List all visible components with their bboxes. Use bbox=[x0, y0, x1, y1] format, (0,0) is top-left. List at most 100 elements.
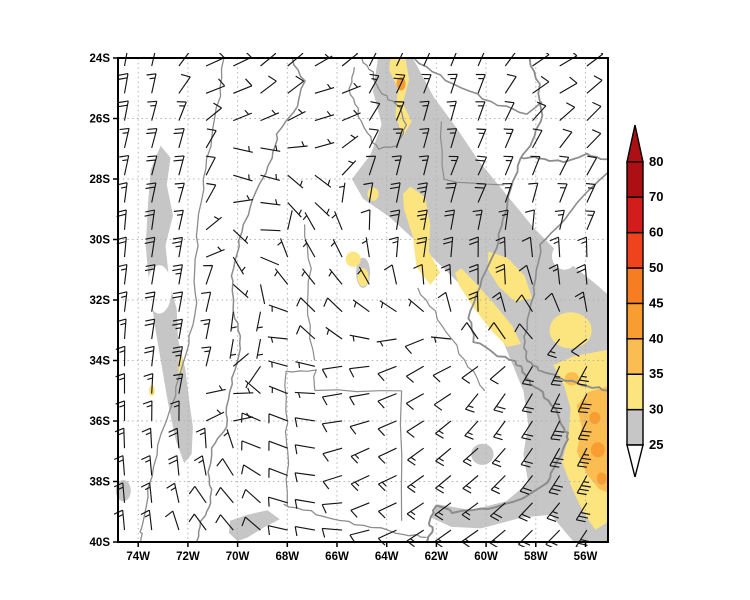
wind-barb bbox=[145, 182, 157, 203]
gust-region-yellow-diag-streak bbox=[455, 268, 521, 347]
wind-barb bbox=[188, 485, 207, 504]
wind-barb bbox=[430, 336, 451, 343]
geo-line-cordoba-santafe-border bbox=[417, 287, 486, 392]
wind-barb bbox=[287, 174, 304, 189]
wind-barb bbox=[114, 427, 126, 449]
wind-barb bbox=[144, 291, 156, 312]
wind-barb bbox=[176, 101, 187, 121]
wind-barb bbox=[493, 420, 506, 441]
wind-barb bbox=[201, 346, 212, 367]
wind-barb bbox=[349, 420, 370, 435]
wind-barb bbox=[432, 365, 452, 383]
wind-barb bbox=[368, 128, 379, 149]
colorbar-tick-label: 60 bbox=[649, 225, 663, 240]
wind-barb bbox=[406, 420, 425, 438]
wind-barb bbox=[520, 447, 533, 468]
wind-barb bbox=[302, 239, 316, 258]
wind-barb bbox=[267, 496, 288, 507]
wind-barb bbox=[260, 229, 281, 232]
wind-barb bbox=[532, 53, 550, 67]
wind-barb bbox=[518, 502, 533, 522]
wind-barb bbox=[205, 102, 222, 122]
wind-barb bbox=[168, 455, 180, 476]
wind-barb bbox=[205, 385, 226, 395]
wind-barb bbox=[437, 291, 452, 312]
geo-line-chile-argentina-border bbox=[195, 57, 306, 543]
wind-barb bbox=[178, 73, 191, 94]
lon-axis-label: 60W bbox=[474, 551, 498, 563]
colorbar-tick-label: 70 bbox=[649, 189, 663, 204]
wind-barb bbox=[118, 100, 129, 121]
wind-barb bbox=[559, 76, 578, 94]
wind-barb bbox=[368, 101, 381, 121]
wind-barb bbox=[487, 322, 506, 340]
wind-barb bbox=[144, 236, 156, 258]
wind-barb bbox=[435, 447, 452, 467]
wind-barb bbox=[550, 393, 563, 414]
wind-barb bbox=[328, 268, 343, 285]
wind-barb bbox=[267, 525, 288, 536]
wind-barb bbox=[515, 294, 533, 313]
wind-barb bbox=[321, 420, 343, 433]
colorbar-segment-50-60 bbox=[626, 231, 644, 269]
wind-barb bbox=[173, 209, 184, 230]
lat-axis-label: 30S bbox=[90, 235, 111, 247]
wind-barb bbox=[233, 109, 253, 122]
wind-barb bbox=[546, 502, 561, 522]
gust-region-band-hole-ne bbox=[552, 242, 577, 270]
wind-barb bbox=[528, 182, 539, 203]
wind-barb bbox=[323, 297, 343, 313]
wind-barb bbox=[287, 53, 304, 67]
wind-barb bbox=[241, 516, 261, 531]
wind-barb bbox=[151, 53, 156, 67]
gust-region-gray-colorado-strip bbox=[228, 510, 280, 542]
wind-barb bbox=[173, 128, 185, 149]
wind-barb bbox=[368, 73, 380, 94]
wind-barb bbox=[435, 420, 452, 439]
wind-barb bbox=[330, 238, 343, 258]
geo-line-salta-east-lobe bbox=[348, 57, 408, 150]
wind-barb bbox=[144, 209, 156, 230]
wind-barb bbox=[468, 291, 479, 312]
wind-barb bbox=[321, 393, 343, 406]
wind-barb bbox=[407, 475, 425, 493]
wind-barb bbox=[232, 229, 249, 245]
lon-axis-label: 66W bbox=[325, 551, 349, 563]
wind-barb bbox=[575, 502, 591, 523]
wind-barb bbox=[383, 264, 398, 285]
wind-barb bbox=[232, 256, 246, 275]
wind-barb bbox=[233, 387, 254, 395]
colorbar-segment-45-50 bbox=[626, 267, 644, 305]
wind-barb bbox=[146, 155, 158, 176]
wind-barb bbox=[268, 360, 288, 368]
wind-barb bbox=[448, 155, 459, 176]
wind-barb bbox=[443, 236, 454, 258]
colorbar-tick-label: 50 bbox=[649, 260, 663, 275]
wind-barb bbox=[260, 199, 281, 206]
colorbar-over-arrow bbox=[626, 124, 644, 163]
wind-barb bbox=[586, 75, 603, 94]
geo-line-atlantic-coast bbox=[425, 368, 569, 543]
colorbar: 25 30 35 40 45 50 60 70 80 bbox=[626, 124, 663, 478]
wind-barb bbox=[477, 53, 485, 67]
wind-barb bbox=[172, 318, 183, 340]
wind-barb bbox=[586, 155, 598, 176]
wind-barb bbox=[434, 502, 452, 521]
wind-barb bbox=[350, 474, 370, 492]
wind-barb bbox=[216, 458, 234, 476]
wind-barb bbox=[521, 420, 534, 441]
wind-barb bbox=[576, 263, 588, 285]
wind-barb bbox=[200, 318, 211, 340]
wind-barb bbox=[586, 129, 602, 149]
wind-barb bbox=[205, 409, 225, 422]
wind-barb bbox=[532, 75, 550, 94]
wind-barb bbox=[268, 440, 288, 451]
wind-barb bbox=[294, 526, 316, 537]
wind-barb bbox=[421, 73, 432, 94]
wind-barb bbox=[475, 73, 486, 94]
wind-barb bbox=[548, 475, 564, 495]
colorbar-segment-35-40 bbox=[626, 338, 644, 375]
wind-barb bbox=[521, 236, 534, 258]
colorbar-tick-label: 35 bbox=[649, 366, 663, 381]
geo-line-plata-north-shore bbox=[525, 357, 608, 392]
